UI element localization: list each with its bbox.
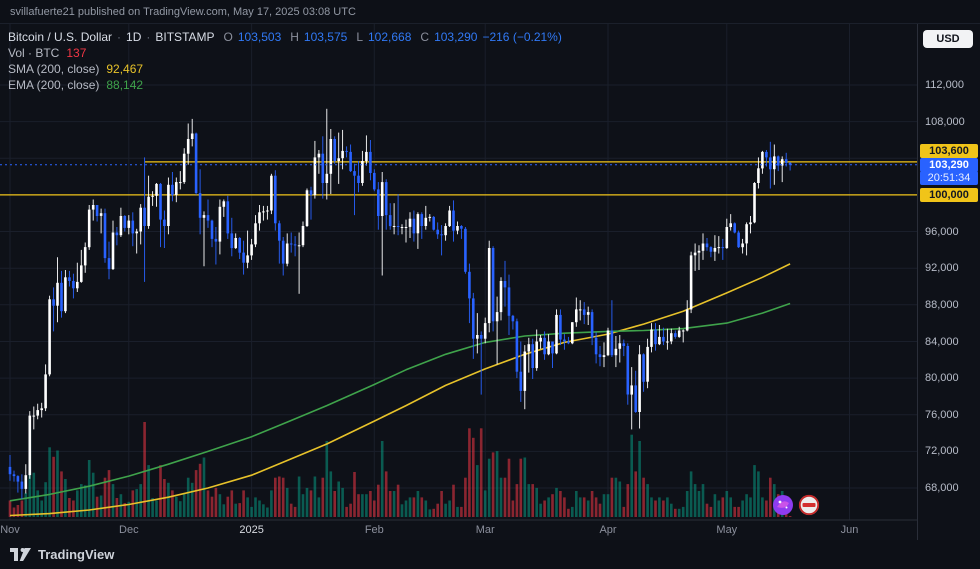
sma-value: 92,467 (106, 62, 144, 76)
price-axis-label: 80,000 (925, 372, 959, 385)
sma-row[interactable]: SMA (200, close) 92,467 (8, 61, 562, 77)
time-axis-label: May (716, 524, 737, 536)
price-axis-label: 76,000 (925, 408, 959, 421)
price-axis-label: 72,000 (925, 445, 959, 458)
ema-row[interactable]: EMA (200, close) 88,142 (8, 77, 562, 93)
last-price-label: 103,290 (920, 157, 978, 172)
tradingview-logo-icon[interactable] (10, 548, 31, 561)
attribution-text: svillafuerte21 published on TradingView.… (10, 5, 356, 18)
price-axis[interactable]: USD 112,000108,000104,000100,00096,00092… (917, 24, 980, 540)
chart-container: Nov Dec 2025 Feb Mar Apr May Jun Bitcoin / U.S.… (0, 24, 980, 540)
time-axis-label: 2025 (239, 524, 263, 536)
sticker-no-entry-icon[interactable] (798, 494, 820, 521)
time-axis-label: Feb (365, 524, 384, 536)
sma-label: SMA (200, close) (8, 62, 100, 76)
chart-stickers (772, 494, 820, 521)
separator-dot: · (146, 30, 151, 44)
ema-label: EMA (200, close) (8, 78, 100, 92)
sticker-sparkle-icon[interactable] (772, 494, 794, 521)
price-axis-label: 92,000 (925, 262, 959, 275)
price-axis-label: 108,000 (925, 115, 965, 128)
price-axis-label: 68,000 (925, 482, 959, 494)
price-axis-label: 96,000 (925, 225, 959, 238)
time-axis-label: Nov (0, 524, 20, 536)
price-axis-label: 84,000 (925, 335, 959, 348)
tradingview-brand[interactable]: TradingView (38, 547, 115, 562)
change-value: −216 (−0.21%) (482, 30, 562, 44)
separator-dot: · (117, 30, 122, 44)
level-price-label: 100,000 (920, 187, 978, 202)
low-value: 102,668 (368, 30, 412, 44)
ema-value: 88,142 (106, 78, 144, 92)
exchange-label: BITSTAMP (155, 30, 215, 44)
currency-button[interactable]: USD (923, 30, 973, 48)
time-axis-label: Apr (599, 524, 616, 536)
bar-countdown-label: 20:51:34 (920, 171, 978, 186)
volume-label: Vol · BTC (8, 46, 60, 60)
attribution-bar: svillafuerte21 published on TradingView.… (0, 0, 980, 24)
volume-row[interactable]: Vol · BTC 137 (8, 45, 562, 61)
high-value: 103,575 (303, 30, 348, 44)
open-label: O (223, 30, 233, 44)
footer-bar: TradingView (0, 540, 980, 569)
time-axis-label: Mar (476, 524, 495, 536)
high-label: H (290, 30, 299, 44)
chart-pane[interactable]: Nov Dec 2025 Feb Mar Apr May Jun (0, 24, 917, 540)
time-axis-label: Jun (841, 524, 859, 536)
price-axis-label: 112,000 (925, 79, 964, 91)
price-axis-label: 88,000 (925, 298, 959, 311)
close-label: C (420, 30, 430, 44)
volume-value: 137 (66, 46, 87, 60)
close-value: 103,290 (434, 30, 478, 44)
time-axis-label: Dec (119, 524, 139, 536)
open-value: 103,503 (237, 30, 282, 44)
symbol-title: Bitcoin / U.S. Dollar (8, 30, 113, 44)
low-label: L (356, 30, 363, 44)
interval-label[interactable]: 1D (126, 30, 142, 44)
level-price-label: 103,600 (920, 143, 978, 158)
